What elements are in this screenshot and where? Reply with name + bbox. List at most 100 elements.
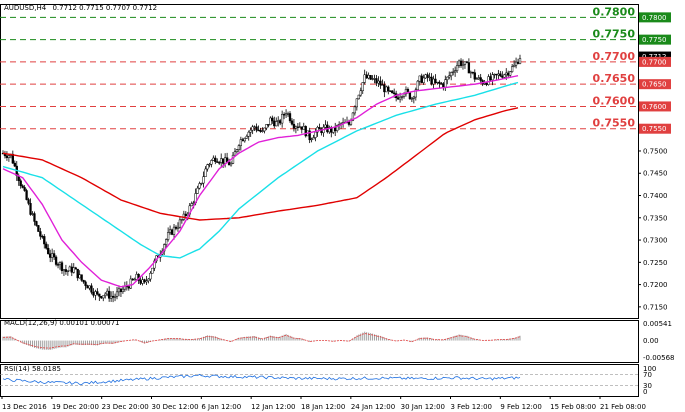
candle-body xyxy=(259,129,262,132)
x-tick-label: 30 Jan 12:00 xyxy=(401,403,445,411)
y-tick-label: 0.7400 xyxy=(643,192,668,200)
macd-label: MACD(12,26,9) 0.00101 0.00071 xyxy=(4,319,120,327)
candle-body xyxy=(292,123,296,129)
x-tick-label: 3 Feb 12:00 xyxy=(451,403,492,411)
candle-body xyxy=(497,73,500,76)
candle-body xyxy=(58,262,62,265)
candle-body xyxy=(245,136,248,139)
candle-body xyxy=(448,75,451,78)
candle-body xyxy=(452,71,455,73)
candle-body xyxy=(86,285,89,289)
price-tag-label: 0.7800 xyxy=(642,14,667,22)
candle-body xyxy=(369,75,372,80)
macd-histogram xyxy=(2,331,521,350)
macd-axis-label: -0.00568 xyxy=(643,354,674,362)
x-tick-label: 9 Feb 12:00 xyxy=(500,403,541,411)
candle-body xyxy=(455,65,459,71)
candle-body xyxy=(286,113,290,115)
candle-body xyxy=(133,279,136,281)
candle-body xyxy=(88,285,91,289)
candle-body xyxy=(108,290,111,299)
candle-body xyxy=(239,139,243,146)
candle-body xyxy=(143,279,146,283)
rsi-axis-label: 100 xyxy=(643,365,656,373)
candle-body xyxy=(463,61,467,65)
candle-body xyxy=(66,270,70,272)
candle-body xyxy=(512,64,516,68)
candle-body xyxy=(294,126,298,129)
macd-panel: 0.00541 0.00 -0.00568 xyxy=(0,320,674,363)
candle-body xyxy=(516,61,520,64)
price-tag-box xyxy=(639,51,671,62)
y-tick-label: 0.7350 xyxy=(643,214,668,222)
candle-body xyxy=(430,76,433,85)
x-tick-label: 23 Dec 20:00 xyxy=(102,403,149,411)
candle-body xyxy=(418,75,421,82)
candle-body xyxy=(509,71,512,76)
x-tick-label: 18 Jan 12:00 xyxy=(301,403,345,411)
candle-body xyxy=(149,272,152,280)
candle-body xyxy=(290,120,294,125)
candle-body xyxy=(145,280,148,283)
main-price-panel: 0.7150 0.7200 0.7250 0.7300 0.7350 0.7400 0.74… xyxy=(0,4,671,319)
candle-body xyxy=(444,79,447,88)
rsi-axis-label: 70 xyxy=(643,371,652,379)
candle-body xyxy=(450,72,453,77)
candle-body xyxy=(216,161,219,163)
candle-body xyxy=(27,199,30,204)
rsi-frame xyxy=(0,364,639,397)
candle-body xyxy=(501,75,504,78)
candle-body xyxy=(316,127,319,133)
candle-body xyxy=(37,225,40,232)
candle-body xyxy=(60,262,64,271)
level-label: 0.7750 xyxy=(593,28,636,41)
candle-body xyxy=(119,288,123,293)
candle-body xyxy=(172,226,176,235)
candle-body xyxy=(68,266,71,272)
candle-body xyxy=(387,86,390,92)
candle-body xyxy=(267,124,270,126)
candle-body xyxy=(379,80,382,86)
symbol-label: AUDUSD,H4 xyxy=(4,4,47,12)
candle-body xyxy=(277,120,280,122)
candle-body xyxy=(255,126,258,131)
candle-body xyxy=(355,98,358,108)
price-tag-box xyxy=(639,79,671,90)
y-tick-label: 0.7450 xyxy=(643,170,668,178)
candle-body xyxy=(505,72,508,76)
rsi-axis-label: 30 xyxy=(643,382,652,390)
candle-body xyxy=(477,77,480,79)
candle-body xyxy=(412,96,415,99)
candle-body xyxy=(141,279,144,284)
candle-body xyxy=(21,185,24,188)
candle-body xyxy=(210,160,213,165)
candle-body xyxy=(106,290,109,295)
candle-body xyxy=(249,129,252,133)
candle-body xyxy=(318,127,321,130)
candle-body xyxy=(514,61,518,66)
candle-body xyxy=(204,168,207,177)
candle-body xyxy=(385,86,388,93)
x-tick-label: 13 Dec 2016 xyxy=(2,403,47,411)
candle-body xyxy=(178,219,182,228)
candle-body xyxy=(64,269,68,272)
macd-signal-line xyxy=(2,333,521,349)
candle-body xyxy=(227,161,231,166)
candle-body xyxy=(279,120,282,124)
candle-body xyxy=(50,253,54,258)
candle-body xyxy=(485,83,488,85)
candle-body xyxy=(74,267,77,270)
candle-body xyxy=(296,126,300,128)
candle-body xyxy=(453,70,457,73)
candle-body xyxy=(473,72,476,80)
candle-body xyxy=(465,61,469,63)
candle-body xyxy=(251,126,254,131)
candle-body xyxy=(7,155,11,158)
candle-body xyxy=(353,106,357,114)
candle-body xyxy=(76,268,79,279)
candle-body xyxy=(381,84,384,86)
candle-body xyxy=(282,114,286,116)
candle-body xyxy=(284,113,288,116)
price-tag-label: 0.7700 xyxy=(642,58,667,66)
